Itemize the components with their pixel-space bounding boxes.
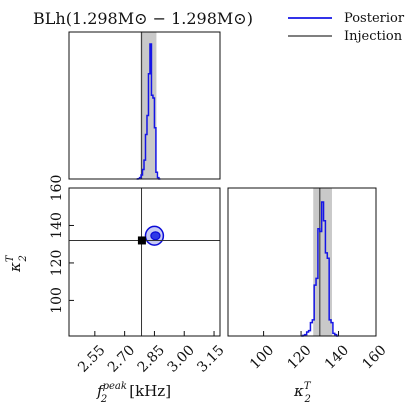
- kappa-credible-band: [313, 188, 332, 336]
- f2peak-histogram: [136, 43, 161, 180]
- svg-text:κT2: κT 2: [5, 254, 29, 273]
- right-panel-frame: [227, 187, 377, 337]
- f2peak-tick-label-2: 2.85: [135, 342, 168, 375]
- kappa-ytick-label-2: 140: [49, 212, 65, 239]
- x-axis-label-f2peak: fpeak 2 [kHz]: [96, 381, 171, 405]
- f2peak-tick-label-0: 2.55: [75, 342, 108, 375]
- x-axis-label-kappa: κT 2: [293, 381, 312, 405]
- kappa-ytick-label-1: 120: [49, 250, 65, 277]
- marginal-f2peak-panel: [68, 31, 221, 180]
- legend-injection-label: Injection: [344, 29, 403, 44]
- joint-injection-marker: [137, 236, 146, 245]
- joint-panel: 2.552.702.853.003.15 100 120 140 160: [49, 175, 228, 376]
- svg-text:κT2: κT 2: [293, 381, 312, 405]
- legend: Posterior Injection: [288, 11, 405, 44]
- joint-panel-frame: [68, 187, 221, 337]
- f2peak-tick-label-1: 2.70: [105, 342, 138, 375]
- legend-posterior-label: Posterior: [344, 11, 405, 26]
- f2peak-tick-label-3: 3.00: [164, 342, 197, 375]
- kappa-xtick-label-2: 140: [322, 342, 352, 372]
- kappa-histogram: [301, 201, 339, 337]
- y-axis-label-kappa: κT 2: [5, 254, 29, 273]
- kappa-ytick-label-0: 100: [49, 287, 65, 314]
- kappa-xtick-label-3: 160: [359, 342, 389, 372]
- chart-title: BLh(1.298M⊙ − 1.298M⊙): [33, 9, 253, 28]
- joint-inner-contour: [150, 231, 161, 241]
- marginal-kappa-panel: 100 120 140 160: [227, 187, 390, 373]
- f2peak-tick-label-4: 3.15: [194, 342, 227, 375]
- top-panel-frame: [68, 31, 221, 180]
- kappa-xtick-label-0: 100: [247, 342, 277, 372]
- kappa-xtick-label-1: 120: [284, 342, 314, 372]
- kappa-ytick-label-3: 160: [49, 175, 65, 202]
